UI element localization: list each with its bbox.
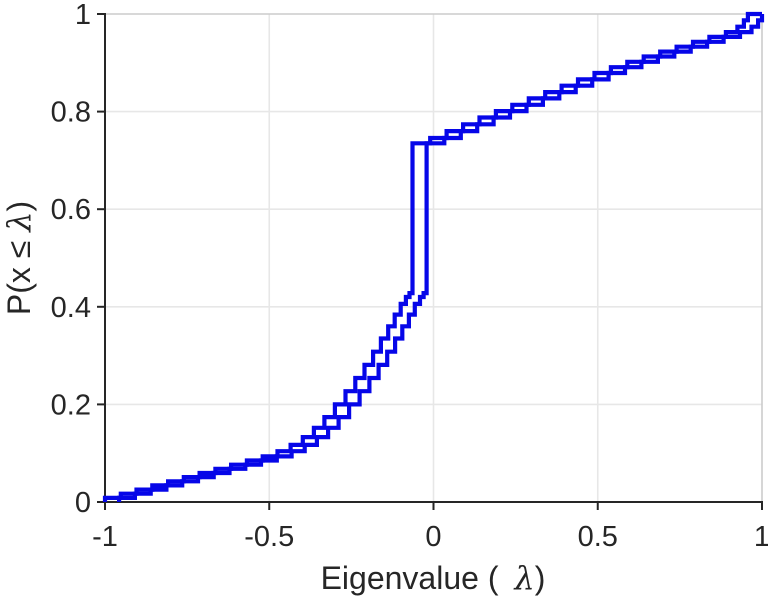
y-tick-label: 0.4 <box>51 292 91 324</box>
y-axis-label-close: ) <box>1 201 37 212</box>
y-tick-label: 0.6 <box>51 194 91 226</box>
x-tick-label: 1 <box>754 521 768 553</box>
cdf-stair-line-ecdf-2 <box>117 14 765 502</box>
x-axis-lambda-symbol: λ <box>512 559 534 597</box>
x-axis-label: Eigenvalue ( λ) <box>321 559 546 597</box>
cdf-staircase-curves <box>102 11 765 502</box>
x-tick-label: 0 <box>425 521 441 553</box>
y-tick-label: 0.2 <box>51 389 91 421</box>
y-tick-label: 1 <box>75 0 91 31</box>
y-axis-lambda-symbol: λ <box>0 212 38 234</box>
cdf-stair-line-ecdf-1 <box>102 11 762 502</box>
y-axis-label: P(x ≤ λ) <box>0 201 38 315</box>
y-axis-label-text: P(x ≤ <box>1 232 37 315</box>
x-tick-label: -0.5 <box>244 521 294 553</box>
x-axis-label-text: Eigenvalue ( <box>321 560 499 596</box>
y-tick-labels: 0 0.2 0.4 0.6 0.8 1 <box>51 0 91 519</box>
x-tick-label: -1 <box>92 521 118 553</box>
x-tick-labels: -1 -0.5 0 0.5 1 <box>92 521 768 553</box>
axis-ticks <box>97 13 763 510</box>
x-axis-label-close: ) <box>535 560 546 596</box>
x-tick-label: 0.5 <box>578 521 618 553</box>
gridlines <box>105 14 762 502</box>
y-tick-label: 0 <box>75 487 91 519</box>
y-tick-label: 0.8 <box>51 97 91 129</box>
